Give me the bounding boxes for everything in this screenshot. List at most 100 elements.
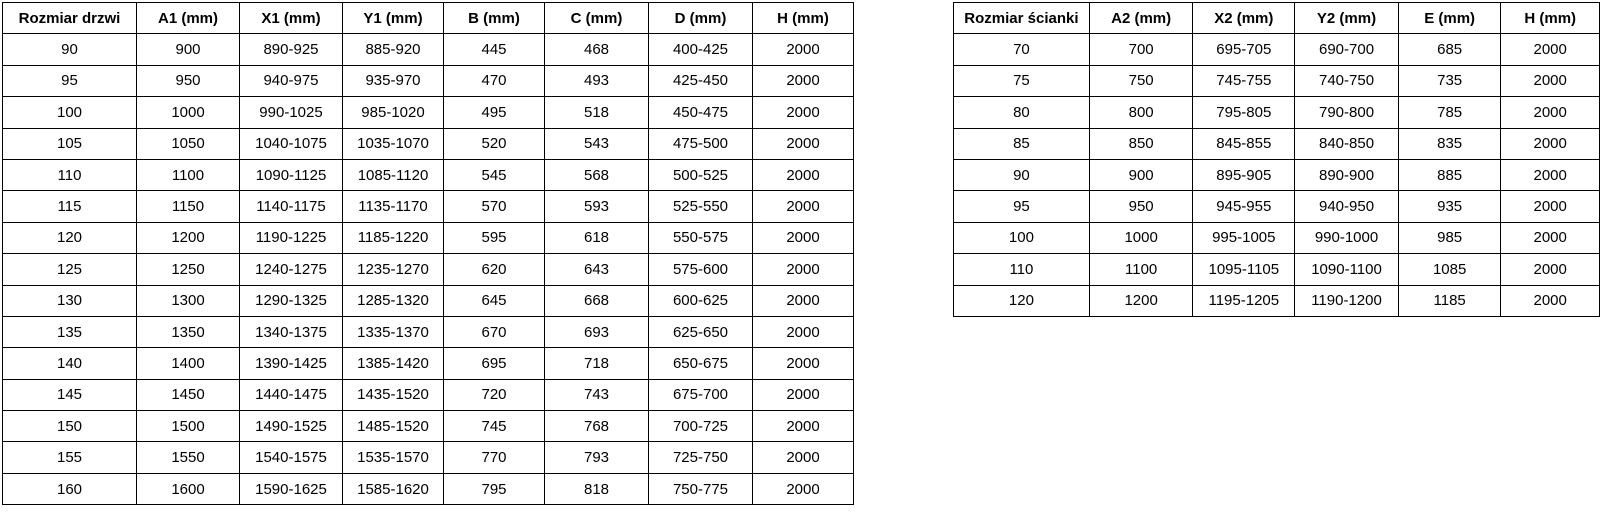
table-cell: 990-1000 — [1294, 221, 1399, 255]
table-cell: 675-700 — [648, 378, 753, 412]
table-cell: 2000 — [752, 253, 854, 286]
table-cell: 840-850 — [1294, 127, 1399, 160]
table-cell: 1340-1375 — [239, 315, 343, 349]
table-cell: 725-750 — [648, 441, 753, 474]
table-cell: 600-625 — [648, 284, 753, 317]
table-cell: 935-970 — [342, 64, 444, 98]
table-cell: 1000 — [1088, 221, 1194, 255]
table-cell: 690-700 — [1294, 33, 1399, 66]
column-header: H (mm) — [1500, 1, 1600, 35]
table-row: 125 1250 1240-1275 1235-1270 620 643 575-600 20… — [2, 253, 854, 286]
table-cell: 818 — [544, 472, 649, 506]
table-cell: 793 — [544, 441, 649, 474]
table-cell: 1490-1525 — [239, 410, 343, 443]
table-cell: 1050 — [136, 127, 240, 160]
table-cell: 120 — [953, 284, 1090, 317]
table-cell: 1000 — [136, 96, 240, 129]
table-cell: 2000 — [752, 96, 854, 129]
table-cell: 2000 — [752, 190, 854, 223]
table-cell: 475-500 — [648, 127, 753, 160]
table-cell: 1090-1100 — [1294, 253, 1399, 286]
table-cell: 160 — [2, 472, 137, 506]
table-cell: 90 — [2, 33, 137, 66]
table-cell: 1240-1275 — [239, 253, 343, 286]
table-cell: 885-920 — [342, 33, 444, 66]
table-cell: 695 — [443, 347, 545, 380]
table-cell: 2000 — [752, 284, 854, 317]
table-cell: 1095-1105 — [1192, 253, 1296, 286]
table-cell: 950 — [136, 64, 240, 98]
table-cell: 568 — [544, 158, 649, 192]
table-cell: 1435-1520 — [342, 378, 444, 412]
table-cell: 885 — [1397, 158, 1502, 192]
table-cell: 95 — [2, 64, 137, 98]
table-cell: 1450 — [136, 378, 240, 412]
table-cell: 1085-1120 — [342, 158, 444, 192]
table-row: 135 1350 1340-1375 1335-1370 670 693 625-650 20… — [2, 315, 854, 349]
table-cell: 985 — [1397, 221, 1502, 255]
column-header: Y1 (mm) — [342, 1, 444, 35]
table-cell: 2000 — [1500, 33, 1600, 66]
table-row: 150 1500 1490-1525 1485-1520 745 768 700-725 20… — [2, 410, 854, 443]
table-cell: 795-805 — [1192, 96, 1296, 129]
table-cell: 2000 — [1500, 64, 1600, 98]
table-cell: 790-800 — [1294, 96, 1399, 129]
table-cell: 1200 — [1088, 284, 1194, 317]
table-cell: 835 — [1397, 127, 1502, 160]
table-cell: 895-905 — [1192, 158, 1296, 192]
table-cell: 90 — [953, 158, 1090, 192]
column-header: X1 (mm) — [239, 1, 343, 35]
table-cell: 150 — [2, 410, 137, 443]
column-header: C (mm) — [544, 1, 649, 35]
table-cell: 890-925 — [239, 33, 343, 66]
table-cell: 645 — [443, 284, 545, 317]
table-cell: 750 — [1088, 64, 1194, 98]
table-cell: 470 — [443, 64, 545, 98]
table-cell: 745 — [443, 410, 545, 443]
table-cell: 650-675 — [648, 347, 753, 380]
table-cell: 468 — [544, 33, 649, 66]
table-cell: 2000 — [752, 64, 854, 98]
table-cell: 95 — [953, 190, 1090, 223]
table-cell: 520 — [443, 127, 545, 160]
table-body: 90 900 890-925 885-920 445 468 400-425 2000 95 95… — [2, 33, 854, 506]
table-cell: 1190-1200 — [1294, 284, 1399, 317]
table-cell: 145 — [2, 378, 137, 412]
table-row: 95 950 945-955 940-950 935 2000 — [953, 190, 1600, 223]
table-cell: 720 — [443, 378, 545, 412]
table-row: 90 900 890-925 885-920 445 468 400-425 2000 — [2, 33, 854, 66]
table-cell: 85 — [953, 127, 1090, 160]
table-cell: 1035-1070 — [342, 127, 444, 160]
table-cell: 80 — [953, 96, 1090, 129]
table-cell: 685 — [1397, 33, 1502, 66]
table-cell: 1385-1420 — [342, 347, 444, 380]
table-cell: 543 — [544, 127, 649, 160]
table-row: 75 750 745-755 740-750 735 2000 — [953, 64, 1600, 98]
table-cell: 1500 — [136, 410, 240, 443]
table-cell: 700-725 — [648, 410, 753, 443]
table-cell: 668 — [544, 284, 649, 317]
table-cell: 718 — [544, 347, 649, 380]
table-cell: 1290-1325 — [239, 284, 343, 317]
table-row: 85 850 845-855 840-850 835 2000 — [953, 127, 1600, 160]
table-cell: 800 — [1088, 96, 1194, 129]
table-row: 120 1200 1190-1225 1185-1220 595 618 550-575 20… — [2, 221, 854, 255]
table-row: 160 1600 1590-1625 1585-1620 795 818 750-775 20… — [2, 472, 854, 506]
table-cell: 693 — [544, 315, 649, 349]
table-cell: 1590-1625 — [239, 472, 343, 506]
table-cell: 1550 — [136, 441, 240, 474]
table-cell: 700 — [1088, 33, 1194, 66]
table-cell: 1090-1125 — [239, 158, 343, 192]
column-header: Rozmiar ścianki — [953, 1, 1090, 35]
table-cell: 1140-1175 — [239, 190, 343, 223]
table-cell: 2000 — [1500, 127, 1600, 160]
table-cell: 2000 — [1500, 158, 1600, 192]
table-cell: 1585-1620 — [342, 472, 444, 506]
table-cell: 795 — [443, 472, 545, 506]
table-cell: 115 — [2, 190, 137, 223]
table-row: 100 1000 995-1005 990-1000 985 2000 — [953, 221, 1600, 255]
table-cell: 1200 — [136, 221, 240, 255]
table-cell: 2000 — [752, 127, 854, 160]
table-cell: 110 — [953, 253, 1090, 286]
table-cell: 1300 — [136, 284, 240, 317]
